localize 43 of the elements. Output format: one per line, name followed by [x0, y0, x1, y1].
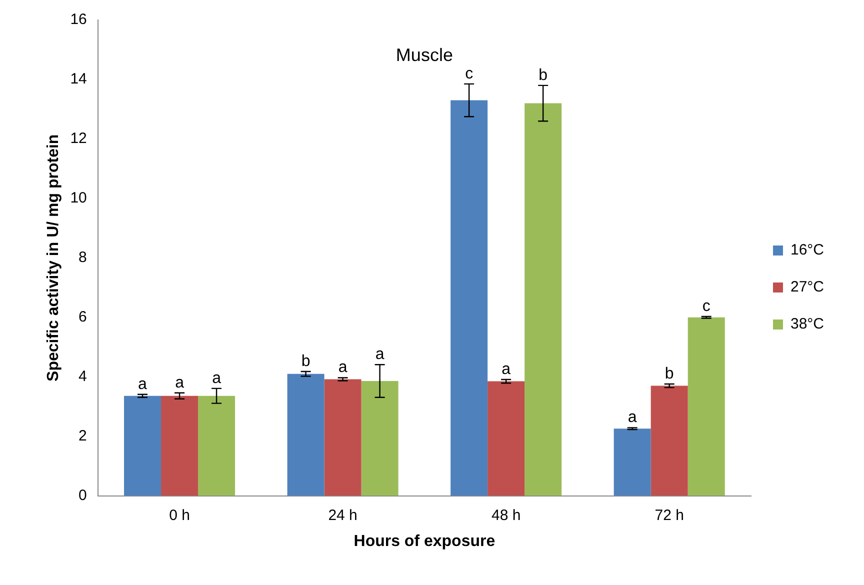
legend-label: 38°C — [790, 316, 824, 333]
bar — [361, 381, 398, 496]
bar — [324, 379, 362, 496]
data-label: b — [664, 365, 674, 382]
x-tick-label: 0 h — [169, 506, 190, 524]
data-label: c — [702, 298, 710, 315]
y-tick-label: 2 — [78, 427, 87, 444]
bar — [161, 396, 198, 496]
x-tick-label: 72 h — [654, 506, 684, 524]
text: Muscle — [396, 44, 453, 65]
bar — [450, 100, 488, 496]
data-label: a — [338, 359, 348, 376]
data-label: a — [138, 376, 148, 393]
y-tick-label: 8 — [78, 249, 87, 266]
bar — [650, 386, 688, 496]
bar — [198, 396, 236, 496]
x-tick-label: 48 h — [491, 506, 521, 524]
y-tick-label: 6 — [78, 308, 87, 326]
legend-label: 16°C — [790, 242, 824, 259]
y-tick-label: 12 — [70, 130, 87, 148]
bar — [488, 381, 525, 496]
data-label: a — [212, 370, 222, 387]
y-tick-label: 0 — [78, 486, 87, 504]
data-label: a — [502, 360, 511, 378]
y-tick-label: 16 — [70, 11, 87, 28]
bar — [524, 103, 562, 496]
bar — [287, 374, 324, 496]
data-label: a — [175, 374, 184, 392]
data-label: b — [538, 66, 548, 84]
data-label: c — [465, 65, 474, 82]
data-label: a — [375, 346, 384, 364]
x-axis-title: Hours of exposure — [354, 532, 496, 550]
data-label: a — [628, 409, 637, 426]
bar — [124, 396, 162, 496]
legend-label: 27°C — [790, 278, 824, 296]
data-label: b — [301, 352, 310, 370]
bar — [614, 428, 651, 496]
y-tick-label: 4 — [78, 368, 87, 385]
y-tick-label: 14 — [70, 70, 87, 88]
x-tick-label: 24 h — [328, 506, 358, 524]
y-axis-title: Specific activity in U/ mg protein — [45, 134, 62, 382]
bar — [688, 317, 725, 496]
y-tick-label: 10 — [70, 190, 87, 207]
